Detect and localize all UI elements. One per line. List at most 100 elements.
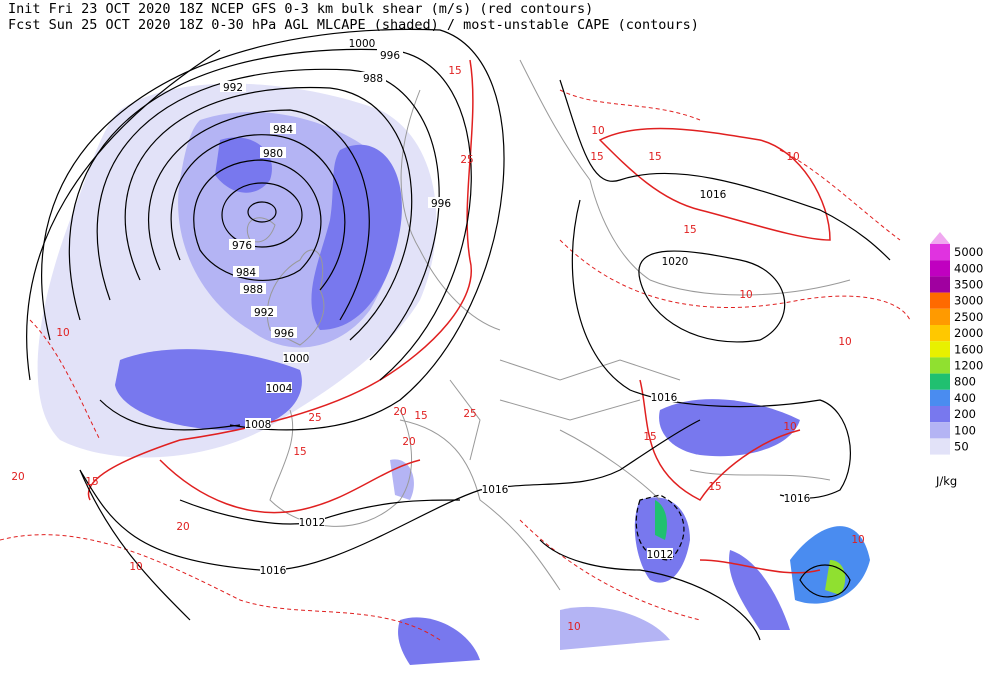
legend: 5000 4000 3500 3000 2500 2000 1600 1200 800 400 20… — [930, 232, 983, 455]
legend-label: 50 — [954, 440, 969, 454]
isobar-label: 1012 — [647, 549, 674, 561]
shear-label: 15 — [448, 65, 461, 77]
shear-label: 15 — [414, 410, 427, 422]
legend-swatch — [930, 308, 950, 325]
isobar-label-bg — [245, 418, 271, 429]
isobar-label-bg — [482, 483, 508, 494]
shear-label: 15 — [683, 224, 696, 236]
isobar-label-bg — [349, 37, 375, 48]
shear-label: 20 — [176, 521, 189, 533]
shear-label: 20 — [402, 436, 415, 448]
legend-swatch — [930, 276, 950, 293]
legend-label: 1600 — [954, 342, 983, 356]
shear-label: 15 — [293, 446, 306, 458]
isobar-label-bg — [260, 564, 286, 575]
isobar-label: 1016 — [651, 392, 678, 404]
legend-cap — [930, 232, 950, 244]
isobar-label-bg — [266, 382, 292, 393]
isobar-label-bg — [240, 283, 266, 294]
isobar-label: 1016 — [482, 484, 509, 496]
legend-swatch — [930, 357, 950, 374]
shear-label: 10 — [851, 534, 864, 546]
shear-label: 15 — [590, 151, 603, 163]
isobar-labels: 1000996988992984980996976984988992996100… — [220, 37, 811, 577]
shear-contours-dashed — [0, 89, 911, 641]
legend-label: 3500 — [954, 278, 983, 292]
shear-label: 10 — [783, 421, 796, 433]
isobar-label: 984 — [273, 124, 293, 136]
isobar-label-bg — [283, 352, 309, 363]
isobar-label: 996 — [431, 198, 451, 210]
isobar-label-bg — [784, 492, 810, 503]
shear-label: 10 — [591, 125, 604, 137]
isobar-label-bg — [428, 197, 454, 208]
legend-label: 100 — [954, 423, 976, 437]
shear-label: 10 — [129, 561, 142, 573]
isobar-label-bg — [360, 72, 386, 83]
shear-label: 20 — [11, 471, 24, 483]
isobar-label-bg — [271, 327, 297, 338]
shear-label: 15 — [643, 431, 656, 443]
isobar-label: 996 — [380, 50, 400, 62]
header-line-1: Init Fri 23 OCT 2020 18Z NCEP GFS 0-3 km… — [8, 1, 593, 17]
isobar-label: 984 — [236, 267, 256, 279]
legend-label: 4000 — [954, 261, 983, 275]
legend-swatch — [930, 292, 950, 309]
legend-label: 200 — [954, 407, 976, 421]
shear-label: 15 — [648, 151, 661, 163]
legend-swatch — [930, 406, 950, 423]
legend-swatch — [930, 422, 950, 439]
isobar-label: 988 — [243, 284, 263, 296]
isobar-label-bg — [220, 81, 246, 92]
isobar-label: 1016 — [784, 493, 811, 505]
isobar-label: 1004 — [266, 383, 293, 395]
legend-swatch — [930, 373, 950, 390]
isobar-label-bg — [700, 188, 726, 199]
isobar-label: 988 — [363, 73, 383, 85]
shear-label: 15 — [85, 476, 98, 488]
legend-label: 3000 — [954, 294, 983, 308]
shear-label: 25 — [460, 154, 473, 166]
legend-label: 800 — [954, 375, 976, 389]
isobar-label: 1016 — [260, 565, 287, 577]
shear-label: 10 — [838, 336, 851, 348]
isobar-label: 980 — [263, 148, 283, 160]
legend-swatch — [930, 389, 950, 406]
header-line-2: Fcst Sun 25 OCT 2020 18Z 0-30 hPa AGL ML… — [8, 17, 699, 33]
legend-swatch — [930, 260, 950, 277]
isobar-label-bg — [662, 255, 688, 266]
isobar-label-bg — [270, 123, 296, 134]
isobar-label: 1008 — [245, 419, 272, 431]
shear-label: 10 — [56, 327, 69, 339]
legend-label: 5000 — [954, 245, 983, 259]
isobar-label-bg — [647, 548, 673, 559]
isobar-label: 996 — [274, 328, 294, 340]
isobar-label: 976 — [232, 240, 252, 252]
legend-label: 2500 — [954, 310, 983, 324]
shear-label: 10 — [786, 151, 799, 163]
shear-label: 25 — [463, 408, 476, 420]
isobar-label: 992 — [254, 307, 274, 319]
isobar-label: 1000 — [349, 38, 376, 50]
isobar-label-bg — [229, 239, 255, 250]
isobar-label-bg — [377, 49, 403, 60]
shear-label: 10 — [567, 621, 580, 633]
isobar-label: 1012 — [299, 517, 326, 529]
isobar-label-bg — [260, 147, 286, 158]
shear-labels: 15 10 15 25 15 10 15 1020 25 15 20 15 25 20 10 10 15 20 10… — [11, 65, 864, 633]
isobar-label-bg — [299, 516, 325, 527]
legend-swatch — [930, 438, 950, 455]
isobar-label: 1016 — [700, 189, 727, 201]
legend-label: 400 — [954, 391, 976, 405]
isobar-label-bg — [651, 391, 677, 402]
coastlines — [246, 59, 851, 591]
legend-label: 2000 — [954, 326, 983, 340]
isobar-label-bg — [233, 266, 259, 277]
legend-swatch — [930, 244, 950, 261]
shear-label: 15 — [708, 481, 721, 493]
isobar-label: 1000 — [283, 353, 310, 365]
isobar-label-bg — [251, 306, 277, 317]
isobar-label: 1020 — [662, 256, 689, 268]
shear-label: 25 — [308, 412, 321, 424]
